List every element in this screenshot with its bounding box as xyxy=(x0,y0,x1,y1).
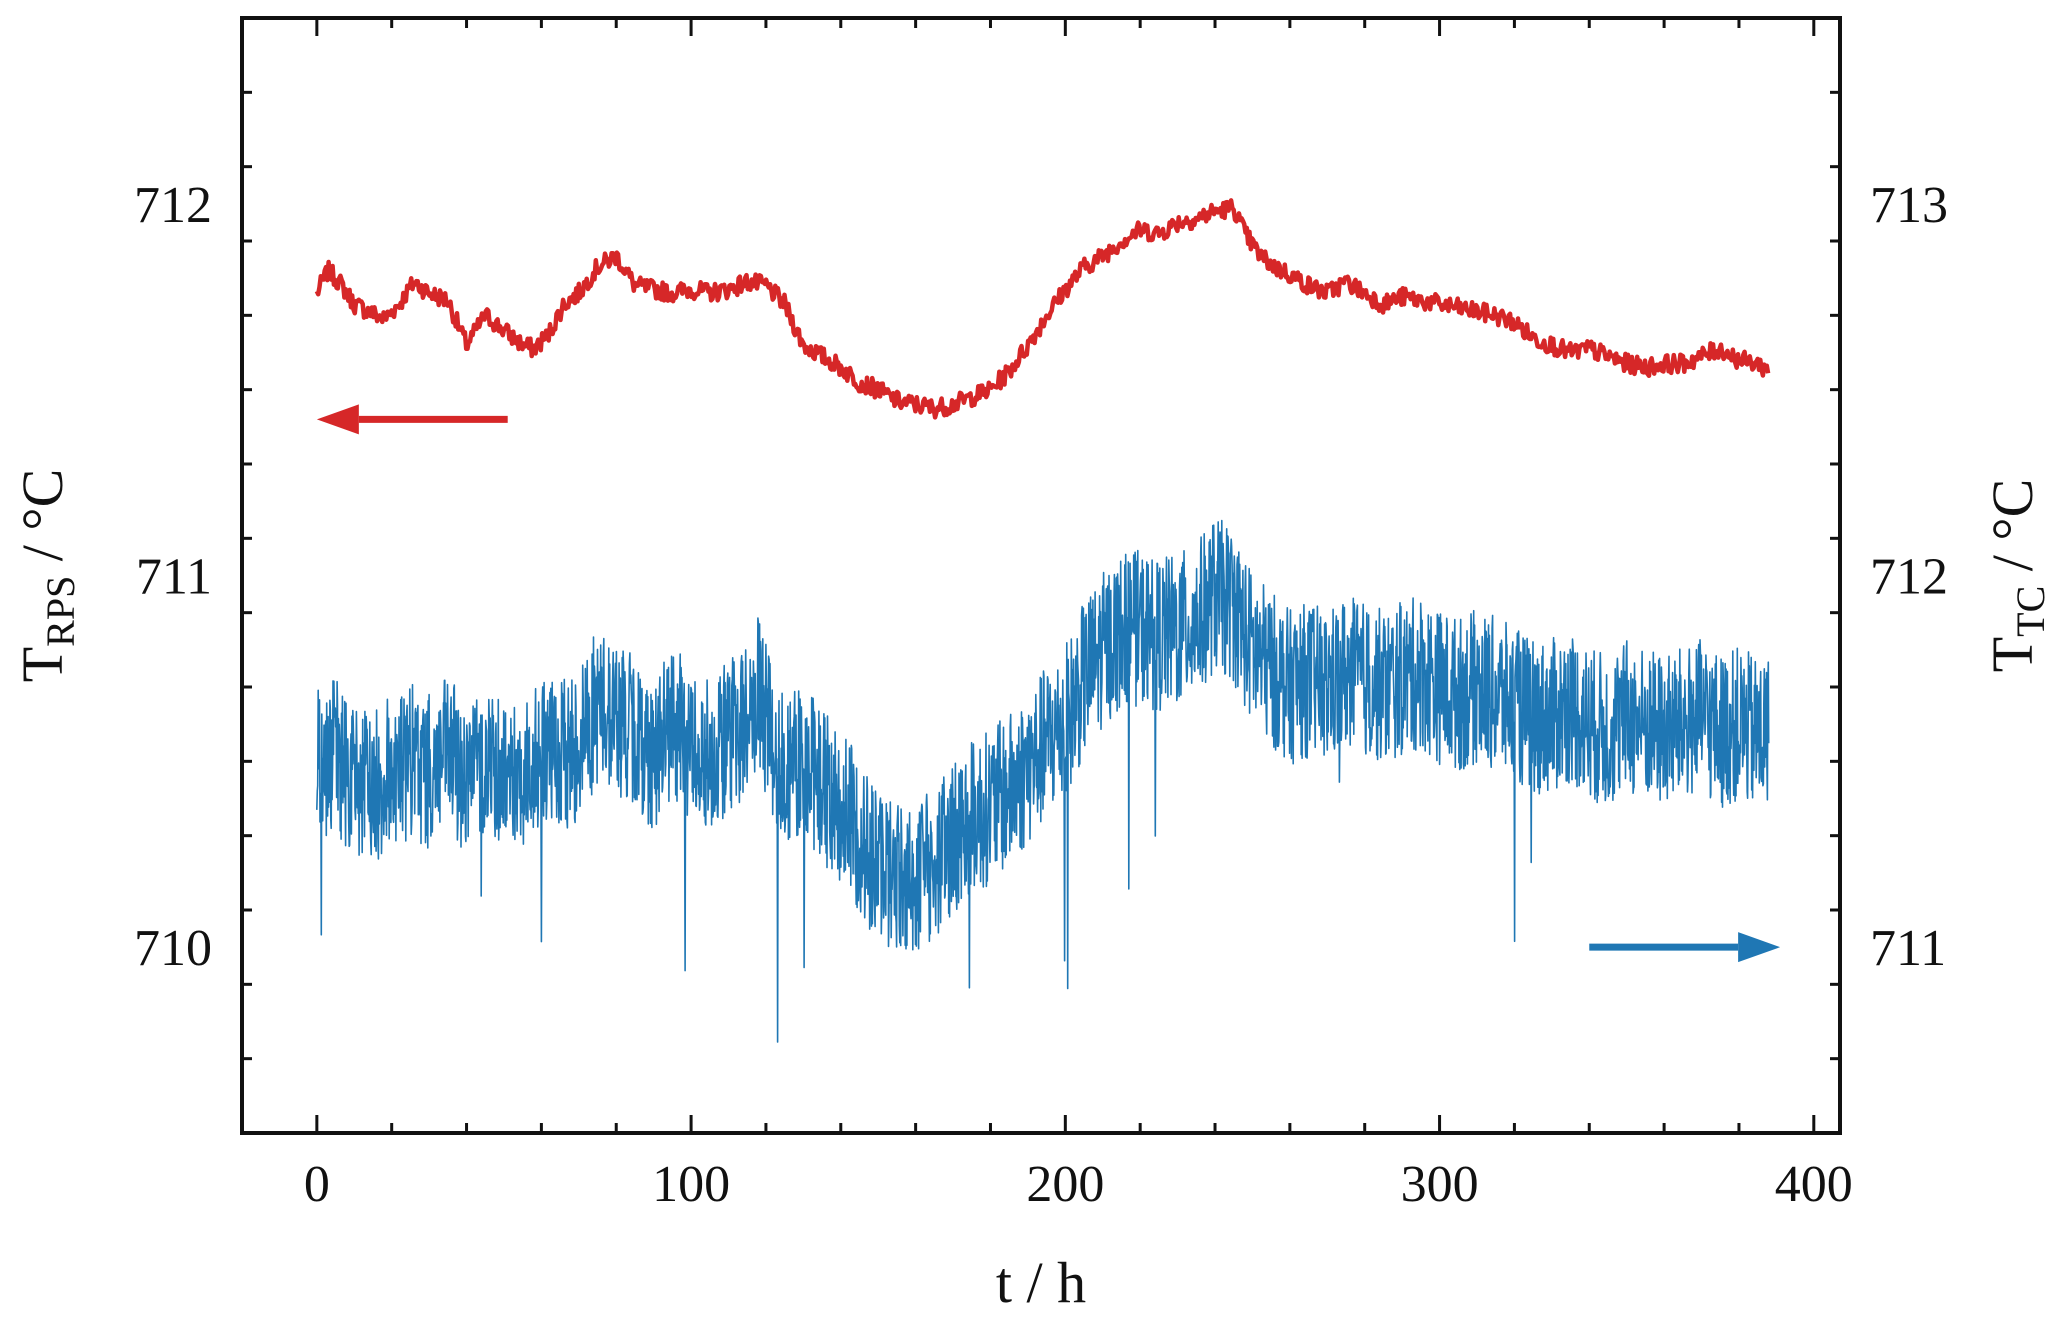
left-y-axis-title-sub: RPS xyxy=(38,576,83,647)
plot-frame xyxy=(240,16,1842,1135)
x-tick-label: 100 xyxy=(652,1156,730,1213)
left-y-axis-title: TRPS / °C xyxy=(10,469,83,683)
annotation-layer xyxy=(316,404,1781,963)
right-y-axis-title-suffix: / °C xyxy=(1980,479,2045,586)
left-y-tick-label: 712 xyxy=(134,177,212,234)
right-y-tick-label: 711 xyxy=(1870,920,1946,977)
left-y-axis-title-suffix: / °C xyxy=(10,469,75,576)
left-y-tick-label: 710 xyxy=(134,920,212,977)
left-axis-arrow-head xyxy=(316,404,359,435)
left-y-tick-label: 711 xyxy=(136,549,212,606)
x-tick-label: 0 xyxy=(304,1156,330,1213)
x-axis-title: t / h xyxy=(996,1250,1086,1315)
rps-series-line xyxy=(314,198,1771,420)
right-axis-arrow-head xyxy=(1738,932,1781,963)
right-y-axis-title-sub: TC xyxy=(2008,586,2053,637)
left-y-axis-title-main: T xyxy=(10,647,75,682)
series-layer xyxy=(314,198,1771,1043)
right-y-tick-label: 713 xyxy=(1870,177,1948,234)
x-tick-label: 300 xyxy=(1401,1156,1479,1213)
right-y-axis-title: TTC / °C xyxy=(1980,479,2053,673)
tc-series-line xyxy=(316,519,1770,1043)
x-tick-label: 400 xyxy=(1775,1156,1853,1213)
axis-layer: 0 100 200 300 400 710 711 712 711 712 713 xyxy=(134,18,1948,1213)
x-tick-label: 200 xyxy=(1026,1156,1104,1213)
right-y-tick-label: 712 xyxy=(1870,549,1948,606)
right-y-axis-title-main: T xyxy=(1980,637,2045,672)
